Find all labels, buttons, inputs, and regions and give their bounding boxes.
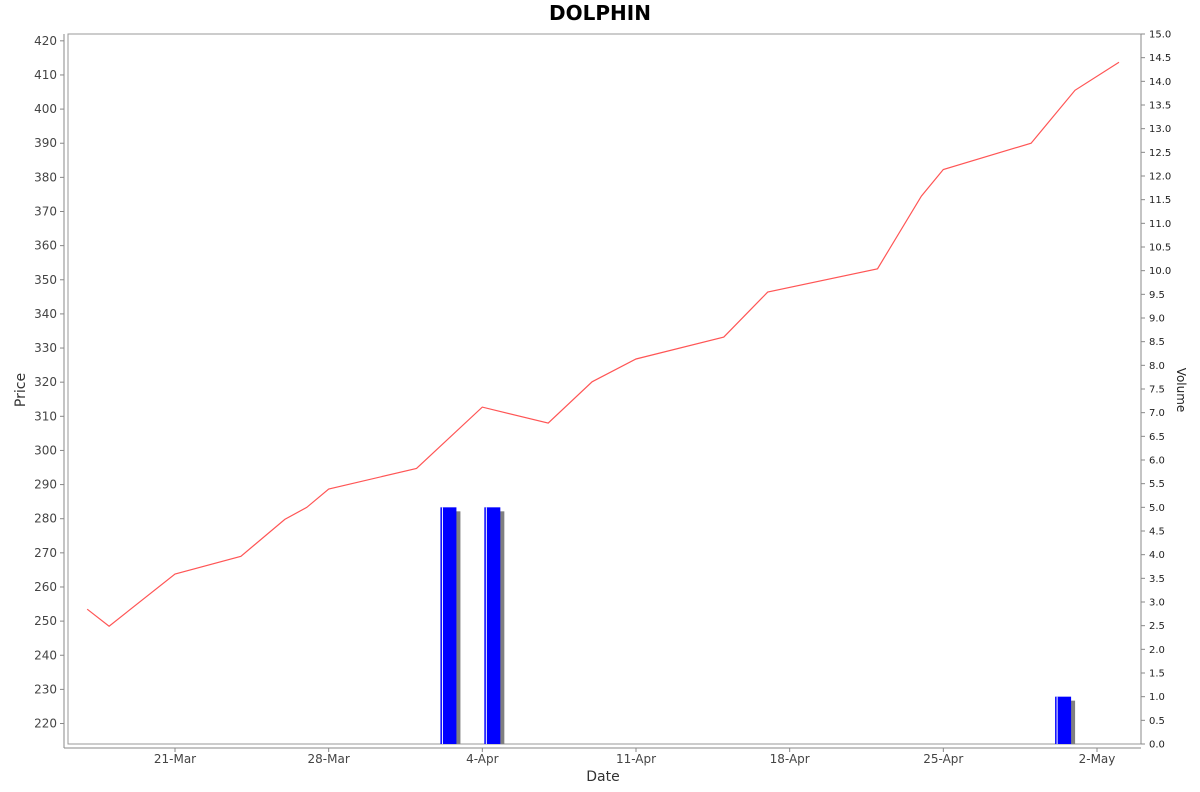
x-tick-label: 25-Apr — [923, 752, 963, 766]
y2-tick-label: 3.5 — [1149, 574, 1165, 585]
y2-tick-label: 2.0 — [1149, 645, 1165, 656]
y2-tick-label: 11.0 — [1149, 219, 1171, 230]
y-tick-label: 370 — [34, 205, 57, 219]
volume-bar — [1055, 696, 1072, 744]
y2-tick-label: 10.5 — [1149, 243, 1171, 254]
y2-tick-label: 11.5 — [1149, 195, 1171, 206]
y-tick-label: 390 — [34, 136, 57, 150]
chart-title: DOLPHIN — [549, 1, 651, 25]
y-tick-label: 290 — [34, 478, 57, 492]
price-line — [86, 61, 1120, 627]
y2-tick-label: 12.5 — [1149, 148, 1171, 159]
y2-tick-label: 15.0 — [1149, 30, 1171, 41]
price-line-group — [86, 61, 1120, 627]
y2-tick-label: 13.5 — [1149, 101, 1171, 112]
y2-tick-label: 14.5 — [1149, 53, 1171, 64]
x-tick-label: 21-Mar — [154, 752, 196, 766]
y2-tick-label: 3.0 — [1149, 598, 1165, 609]
y2-tick-label: 13.0 — [1149, 124, 1171, 135]
y2-tick-label: 1.0 — [1149, 692, 1165, 703]
y-tick-label: 300 — [34, 443, 57, 457]
y-tick-label: 340 — [34, 307, 57, 321]
y2-tick-label: 14.0 — [1149, 77, 1171, 88]
y2-tick-label: 4.5 — [1149, 527, 1165, 538]
y2-ticks: 0.0 0.5 1.0 1.5 2.0 2.5 3.0 3.5 4.0 4.5 5.0 5.5 6.0 6… — [1141, 30, 1171, 751]
y2-tick-label: 5.0 — [1149, 503, 1165, 514]
y-tick-label: 350 — [34, 273, 57, 287]
y-tick-label: 320 — [34, 375, 57, 389]
y-tick-label: 380 — [34, 170, 57, 184]
y-tick-label: 400 — [34, 102, 57, 116]
x-tick-label: 28-Mar — [308, 752, 350, 766]
y-tick-label: 410 — [34, 68, 57, 82]
plot-area — [67, 33, 1142, 745]
y2-tick-label: 6.5 — [1149, 432, 1165, 443]
y-tick-label: 420 — [34, 34, 57, 48]
y2-tick-label: 12.0 — [1149, 172, 1171, 183]
y2-tick-label: 2.5 — [1149, 621, 1165, 632]
x-axis-label: Date — [586, 769, 619, 785]
y-tick-label: 310 — [34, 409, 57, 423]
y2-tick-label: 9.5 — [1149, 290, 1165, 301]
x-tick-label: 18-Apr — [770, 752, 810, 766]
y-tick-label: 230 — [34, 682, 57, 696]
y2-tick-label: 0.0 — [1149, 740, 1165, 751]
x-tick-label: 2-May — [1079, 752, 1116, 766]
y2-tick-label: 8.5 — [1149, 337, 1165, 348]
y2-tick-label: 4.0 — [1149, 550, 1165, 561]
y-tick-label: 270 — [34, 546, 57, 560]
y2-tick-label: 7.5 — [1149, 385, 1165, 396]
y-tick-label: 280 — [34, 512, 57, 526]
y-tick-label: 250 — [34, 614, 57, 628]
y2-tick-label: 9.0 — [1149, 314, 1165, 325]
x-ticks: 21-Mar 28-Mar 4-Apr 11-Apr 18-Apr 25-Apr 2-May — [154, 748, 1116, 766]
y-tick-label: 220 — [34, 717, 57, 731]
volume-bar — [440, 507, 457, 744]
y-tick-label: 240 — [34, 648, 57, 662]
y2-tick-label: 7.0 — [1149, 408, 1165, 419]
y2-tick-label: 10.0 — [1149, 266, 1171, 277]
volume-bar — [484, 507, 501, 744]
x-tick-label: 4-Apr — [466, 752, 499, 766]
y-tick-label: 330 — [34, 341, 57, 355]
volume-bars — [440, 507, 1076, 744]
y2-axis-label: Volume — [1174, 368, 1188, 413]
y2-tick-label: 8.0 — [1149, 361, 1165, 372]
y2-tick-label: 1.5 — [1149, 669, 1165, 680]
y2-tick-label: 0.5 — [1149, 716, 1165, 727]
y-tick-label: 360 — [34, 239, 57, 253]
y-ticks: 220 230 240 250 260 270 280 290 300 310 320 330 340 3… — [34, 34, 64, 731]
y-tick-label: 260 — [34, 580, 57, 594]
y2-tick-label: 6.0 — [1149, 456, 1165, 467]
y2-tick-label: 5.5 — [1149, 479, 1165, 490]
x-tick-label: 11-Apr — [616, 752, 656, 766]
y-axis-label: Price — [13, 373, 29, 407]
